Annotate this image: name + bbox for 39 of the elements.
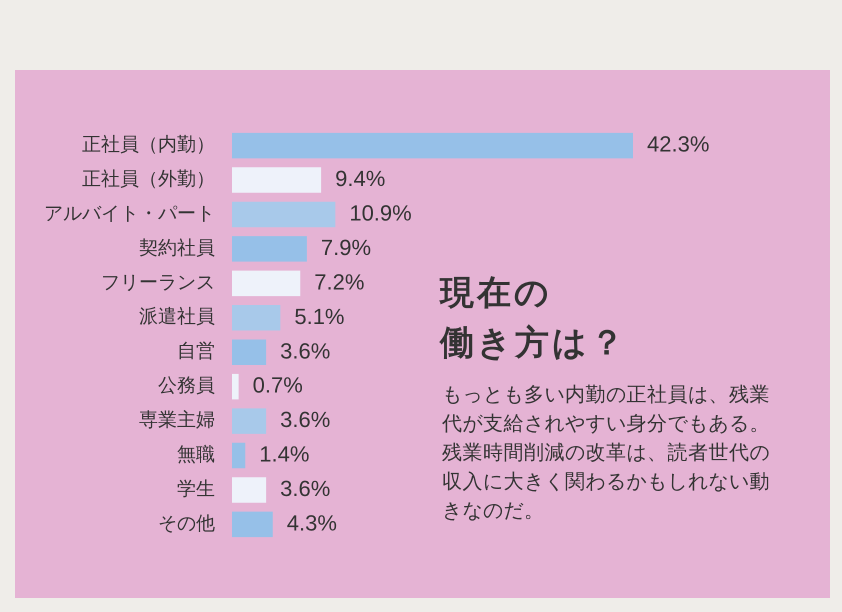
data-label: 7.2% (314, 269, 364, 294)
y-tick-label: 学生 (177, 478, 215, 500)
data-label: 3.6% (280, 407, 330, 432)
y-tick-label: 正社員（外勤） (82, 168, 215, 190)
y-tick-label: 派遣社員 (139, 306, 215, 328)
bar (232, 132, 633, 158)
y-tick-label: 公務員 (158, 374, 215, 397)
y-tick-label: アルバイト・パート (44, 202, 215, 224)
data-label: 1.4% (259, 442, 310, 467)
text: 働き方は？ (440, 322, 627, 365)
data-label: 3.6% (280, 476, 330, 502)
bar (232, 236, 307, 262)
data-label: 7.9% (320, 234, 372, 260)
y-tick-label: 契約社員 (139, 236, 215, 259)
bar (232, 408, 266, 434)
annotation: もっとも多い内勤の正社員は、残業代が支給されやすい身分でもある。残業時間削減の改革は、読者世代の収入に大きく関わるかもしれない動きなのだ。 (442, 381, 771, 524)
bar (232, 270, 300, 296)
bar (232, 442, 246, 468)
y-tick-label: フリーランス (101, 271, 215, 294)
y-tick-label: その他 (158, 512, 215, 534)
y-tick-label: 専業主婦 (139, 409, 215, 432)
bar (232, 202, 336, 228)
bar (232, 305, 280, 331)
data-label: 9.4% (335, 166, 386, 192)
bar (232, 512, 273, 538)
text: 現在の (440, 272, 553, 315)
data-label: 4.3% (286, 510, 337, 536)
data-label: 10.9% (349, 200, 412, 226)
y-tick-label: 無職 (177, 443, 215, 466)
data-label: 0.7% (252, 372, 303, 398)
bar (232, 477, 266, 503)
bar (232, 374, 239, 400)
y-tick-label: 自営 (177, 340, 215, 362)
bar (232, 167, 322, 193)
data-label: 3.6% (280, 338, 330, 364)
y-tick-label: 正社員（内勤） (82, 134, 215, 156)
data-label: 42.3% (647, 132, 710, 157)
data-label: 5.1% (294, 304, 345, 329)
bar (232, 339, 266, 365)
